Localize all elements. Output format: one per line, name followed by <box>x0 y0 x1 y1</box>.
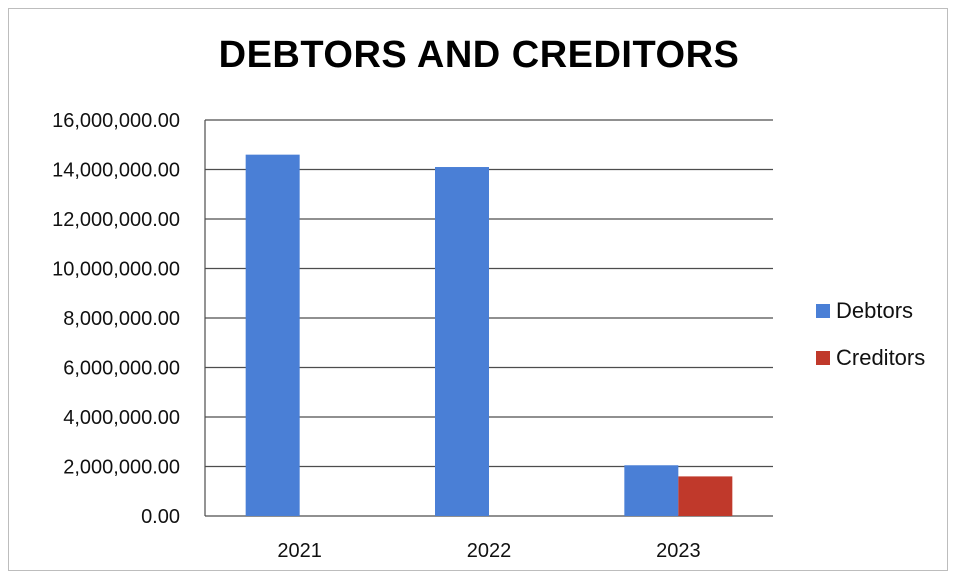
y-tick-label: 0.00 <box>141 506 180 528</box>
bar-debtors-2022 <box>435 167 489 516</box>
x-tick-label: 2022 <box>467 540 512 562</box>
y-tick-label: 16,000,000.00 <box>52 110 180 132</box>
bars <box>245 154 733 516</box>
y-tick-label: 6,000,000.00 <box>63 358 180 380</box>
y-tick-label: 12,000,000.00 <box>52 209 180 231</box>
x-axis-ticks: 2021 2022 2023 <box>277 540 700 562</box>
legend: Debtors Creditors <box>816 298 925 370</box>
y-tick-label: 10,000,000.00 <box>52 259 180 281</box>
chart-title: DEBTORS AND CREDITORS <box>218 34 740 76</box>
x-tick-label: 2021 <box>277 540 322 562</box>
y-tick-label: 14,000,000.00 <box>52 160 180 182</box>
bar-debtors-2021 <box>245 154 300 516</box>
y-tick-label: 2,000,000.00 <box>63 457 180 479</box>
legend-swatch-debtors <box>816 304 830 318</box>
y-tick-label: 4,000,000.00 <box>63 407 180 429</box>
y-axis-ticks: 0.00 2,000,000.00 4,000,000.00 6,000,000.00… <box>52 110 180 528</box>
bar-debtors-2023 <box>624 465 679 516</box>
legend-label-creditors: Creditors <box>836 345 925 370</box>
y-tick-label: 8,000,000.00 <box>63 308 180 330</box>
legend-label-debtors: Debtors <box>836 298 913 323</box>
x-tick-label: 2023 <box>656 540 701 562</box>
legend-swatch-creditors <box>816 351 830 365</box>
bar-creditors-2023 <box>678 476 733 516</box>
